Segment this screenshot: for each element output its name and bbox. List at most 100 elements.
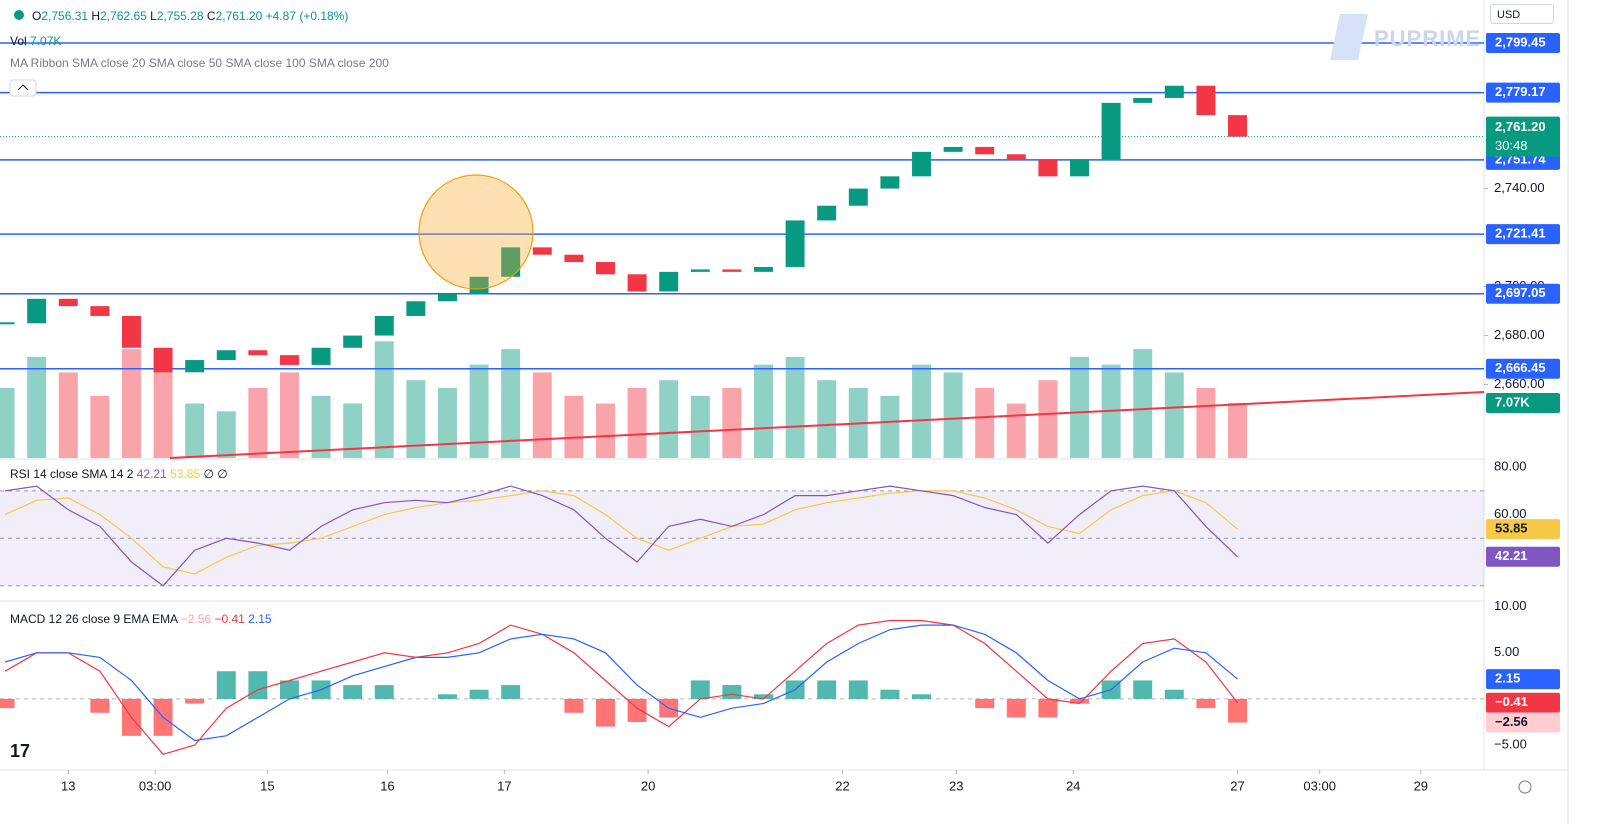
- ohlc-change: +4.87 (+0.18%): [265, 9, 349, 23]
- candle: [817, 205, 837, 221]
- volume-bar: [1164, 372, 1184, 458]
- y-tick-label: 80.00: [1494, 459, 1527, 474]
- volume-legend: Vol 7.07K: [10, 34, 61, 48]
- candle: [564, 254, 584, 263]
- rsi-last-label-bg: [1486, 546, 1560, 567]
- rsi-line: [5, 485, 1238, 587]
- last-price-label: 2,761.20: [1495, 119, 1546, 134]
- ma-ribbon-legend: MA Ribbon SMA close 20 SMA close 50 SMA …: [10, 56, 389, 70]
- ohlc-key: H: [91, 9, 101, 23]
- ohlc-key: L: [150, 9, 157, 23]
- macd-histogram-bar: [596, 698, 615, 727]
- rsi-last-label-bg: [1486, 519, 1560, 540]
- candle: [406, 301, 426, 316]
- candle: [1164, 85, 1184, 98]
- price-level-label: 2,799.45: [1495, 34, 1546, 49]
- macd-histogram-bar: [279, 680, 299, 699]
- candle: [1006, 154, 1026, 160]
- candle: [975, 146, 995, 155]
- y-tick-label: 2,740.00: [1494, 180, 1545, 195]
- volume-bar: [469, 364, 489, 458]
- macd-histogram-bar: [817, 680, 837, 699]
- candle: [1196, 85, 1216, 116]
- candle: [90, 306, 110, 316]
- symbol-dot: [14, 9, 24, 23]
- macd-histogram-bar: [437, 694, 457, 699]
- candle: [722, 269, 742, 272]
- macd-histogram-bar: [501, 685, 521, 699]
- histogram-last-label: −2.56: [1495, 714, 1528, 729]
- currency-selector[interactable]: USD: [1490, 4, 1554, 24]
- countdown: 30:48: [1495, 138, 1528, 153]
- candle: [501, 247, 521, 277]
- volume-bar: [1133, 349, 1153, 458]
- settings-icon[interactable]: [1518, 780, 1532, 794]
- macd-histogram-bar: [722, 685, 742, 699]
- ohlc-key: O: [32, 9, 42, 23]
- volume-bar: [343, 403, 363, 458]
- volume-bar: [627, 388, 647, 458]
- candle: [279, 355, 299, 365]
- volume-bar: [912, 364, 931, 458]
- candle: [27, 298, 47, 324]
- volume-bar: [1070, 356, 1089, 458]
- candle: [153, 347, 173, 373]
- macd-histogram-bar: [248, 671, 268, 699]
- brand-logo: [1330, 14, 1368, 60]
- moving-average-line: [169, 391, 1485, 459]
- price-level-label: 2,697.05: [1495, 285, 1546, 300]
- candle: [1228, 115, 1247, 137]
- volume-bar: [185, 403, 205, 458]
- x-tick-label: 13: [61, 778, 75, 793]
- ohlc-legend: O2,756.31 H2,762.65 L2,755.28 C2,761.20 …: [32, 9, 348, 23]
- panes: 2,740.002,700.002,680.002,660.002,799.45…: [0, 32, 1560, 793]
- macd-histogram-bar: [343, 685, 363, 699]
- volume-bar: [880, 395, 900, 458]
- volume-bar: [121, 349, 141, 458]
- y-tick-label: −5.00: [1494, 737, 1527, 752]
- volume-bar: [311, 395, 331, 458]
- candle: [216, 350, 236, 361]
- indicator-value: −2.56: [180, 612, 212, 626]
- volume-bar: [754, 364, 773, 458]
- candle: [627, 274, 647, 292]
- volume-bar: [27, 356, 47, 458]
- y-tick-label: 2,680.00: [1494, 327, 1545, 342]
- candle: [754, 266, 773, 272]
- candle: [248, 350, 268, 356]
- macd-histogram-bar: [1070, 698, 1089, 704]
- macd-histogram-bar: [1038, 698, 1058, 718]
- candle: [532, 247, 552, 255]
- indicator-value: 2.15: [248, 612, 272, 626]
- macd-line: [4, 624, 1238, 742]
- price-level-label-bg: [1486, 82, 1560, 103]
- volume-bar: [532, 372, 552, 458]
- macd-histogram-bar: [848, 680, 868, 699]
- collapse-button[interactable]: [9, 79, 37, 97]
- macd-histogram-bar: [216, 671, 236, 699]
- macd-last-label: −0.41: [1495, 694, 1528, 709]
- volume-bar: [90, 395, 110, 458]
- histogram-last-label-bg: [1486, 712, 1560, 733]
- rsi-band: [0, 490, 1484, 586]
- candle: [311, 347, 331, 365]
- macd-histogram-bar: [1133, 680, 1153, 699]
- macd-histogram-bar: [1228, 698, 1247, 723]
- indicator-value: −0.41: [214, 612, 245, 626]
- ohlc-value: 2,755.28: [156, 9, 204, 23]
- volume-bar: [975, 388, 995, 458]
- candle: [785, 220, 805, 267]
- ohlc-value: 2,762.65: [100, 9, 147, 23]
- volume-bar: [659, 380, 679, 458]
- macd-histogram-bar: [754, 694, 773, 699]
- volume-bar: [437, 388, 457, 458]
- candle: [848, 188, 868, 206]
- volume-bar: [943, 372, 963, 458]
- volume-bar: [1038, 380, 1058, 458]
- volume-bar: [501, 349, 521, 458]
- x-tick-label: 24: [1066, 778, 1080, 793]
- macd-histogram-bar: [1164, 689, 1184, 699]
- indicator-title: RSI 14 close SMA 14 2: [10, 467, 134, 481]
- candle: [121, 315, 141, 348]
